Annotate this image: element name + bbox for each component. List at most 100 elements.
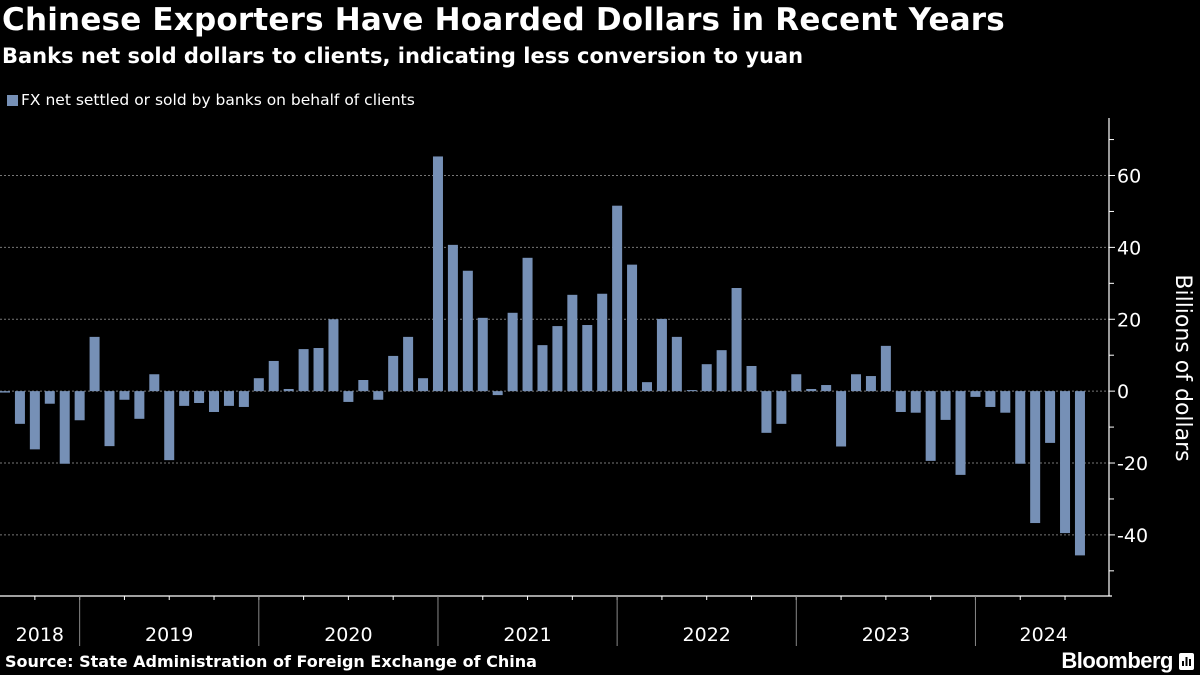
bar <box>0 391 10 393</box>
bar <box>895 391 906 412</box>
bar <box>806 388 817 392</box>
bar <box>1045 391 1056 443</box>
bar <box>209 391 220 412</box>
bar <box>716 350 727 392</box>
bar <box>1060 391 1071 534</box>
bar <box>403 336 414 392</box>
bar <box>955 391 966 475</box>
bar <box>865 376 876 392</box>
bar <box>418 378 429 392</box>
bar <box>1000 391 1011 413</box>
y-axis-label: Billions of dollars <box>1170 274 1195 461</box>
bar <box>552 326 563 392</box>
x-year-label: 2021 <box>503 624 551 646</box>
bar <box>104 391 115 447</box>
bar <box>567 294 578 392</box>
source-note: Source: State Administration of Foreign … <box>5 652 537 671</box>
bar <box>1015 391 1026 464</box>
bar <box>851 374 862 392</box>
bar <box>627 264 638 392</box>
bar <box>686 390 697 392</box>
bar <box>29 391 40 450</box>
bar <box>761 391 772 433</box>
x-year-label: 2024 <box>1020 624 1068 646</box>
x-year-label: 2023 <box>862 624 910 646</box>
legend-label: FX net settled or sold by banks on behal… <box>21 91 415 109</box>
bar <box>791 374 802 392</box>
bar <box>194 391 205 404</box>
bar <box>1074 391 1085 556</box>
bar <box>328 319 339 392</box>
bar <box>373 391 384 400</box>
x-year-label: 2018 <box>16 624 64 646</box>
bar <box>597 293 608 392</box>
bar <box>179 391 190 406</box>
bar <box>59 391 70 464</box>
bar <box>44 391 55 404</box>
bar <box>746 365 757 392</box>
bar <box>537 345 548 392</box>
bar <box>582 325 593 392</box>
y-tick-label: 0 <box>1117 381 1129 403</box>
x-year-label: 2020 <box>324 624 372 646</box>
bar <box>477 317 488 392</box>
legend-swatch <box>7 94 18 106</box>
bar <box>283 388 294 392</box>
bar <box>612 205 623 392</box>
y-tick-label: 40 <box>1117 237 1141 259</box>
bar <box>656 318 667 392</box>
bar <box>985 391 996 407</box>
gridlines <box>0 175 1109 536</box>
bloomberg-logo: Bloomberg <box>1061 648 1194 674</box>
x-year-label: 2019 <box>145 624 193 646</box>
bar <box>14 391 25 424</box>
bar <box>298 349 309 392</box>
bar <box>701 364 712 392</box>
bar <box>776 391 787 424</box>
bar <box>492 391 503 396</box>
bar <box>925 391 936 461</box>
bars <box>0 156 1085 556</box>
brand-wordmark: Bloomberg <box>1061 648 1173 673</box>
x-axis: 2018 2019 2020 2021 2022 2023 2024 <box>0 595 1112 646</box>
bar <box>343 391 354 402</box>
bar <box>507 312 518 392</box>
bar <box>149 374 160 392</box>
bar <box>836 391 847 447</box>
bar <box>432 156 443 392</box>
bar <box>313 348 324 392</box>
bar <box>388 355 399 392</box>
bar <box>238 391 249 407</box>
bar <box>940 391 951 420</box>
chart-subtitle: Banks net sold dollars to clients, indic… <box>2 44 804 68</box>
y-tick-label: 20 <box>1117 309 1141 331</box>
bar <box>253 378 264 392</box>
bar <box>447 244 458 392</box>
y-tick-label: -40 <box>1117 525 1148 547</box>
bar <box>119 391 130 400</box>
bar <box>522 257 533 392</box>
x-year-label: 2022 <box>683 624 731 646</box>
bar <box>731 287 742 392</box>
bar <box>880 345 891 392</box>
y-tick-label: 60 <box>1117 166 1141 188</box>
bar <box>970 391 981 397</box>
bar <box>358 380 369 392</box>
y-axis: -40 -20 0 20 40 60 <box>1108 118 1148 596</box>
y-tick-label: -20 <box>1117 453 1148 475</box>
bar <box>671 336 682 392</box>
chart-title: Chinese Exporters Have Hoarded Dollars i… <box>2 2 1005 38</box>
bar <box>89 336 100 392</box>
bar <box>910 391 921 413</box>
bar <box>462 270 473 392</box>
bar <box>223 391 234 406</box>
bar <box>74 391 85 421</box>
bar <box>821 385 832 392</box>
bar <box>164 391 175 461</box>
bloomberg-chart-icon <box>1179 652 1194 670</box>
bar <box>268 360 279 392</box>
bar <box>1030 391 1041 524</box>
legend: FX net settled or sold by banks on behal… <box>7 91 415 109</box>
bar <box>134 391 145 419</box>
